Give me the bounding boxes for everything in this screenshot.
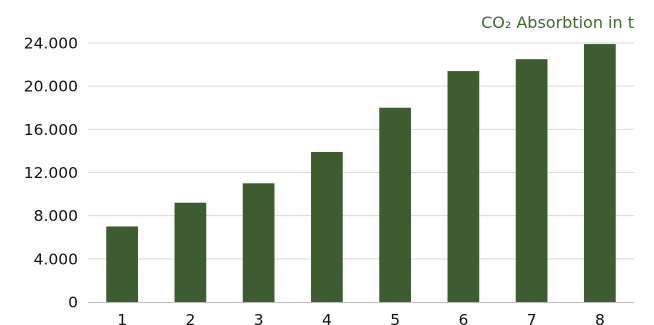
bar-3 bbox=[242, 183, 275, 302]
bar-6 bbox=[447, 71, 480, 302]
x-tick-label: 1 bbox=[117, 311, 127, 325]
bar-2 bbox=[174, 202, 207, 302]
y-tick-label: 12.000 bbox=[24, 164, 78, 182]
y-tick-label: 20.000 bbox=[24, 78, 78, 96]
x-tick-label: 5 bbox=[390, 311, 400, 325]
bar-4 bbox=[311, 151, 343, 302]
y-tick-label: 4.000 bbox=[34, 250, 78, 268]
y-tick-label: 24.000 bbox=[24, 35, 78, 53]
bars bbox=[106, 44, 616, 303]
y-tick-label: 8.000 bbox=[34, 207, 78, 225]
bar-5 bbox=[379, 107, 411, 302]
y-tick-label: 0 bbox=[68, 294, 78, 312]
y-tick-labels: 0 4.000 8.000 12.000 16.000 20.000 24.000 bbox=[24, 35, 78, 312]
x-tick-labels: 1 2 3 4 5 6 7 8 bbox=[117, 311, 605, 325]
x-tick-label: 4 bbox=[322, 311, 332, 325]
x-tick-label: 8 bbox=[595, 311, 605, 325]
x-tick-label: 7 bbox=[527, 311, 537, 325]
bar-8 bbox=[584, 44, 616, 303]
x-tick-label: 6 bbox=[458, 311, 468, 325]
chart-title: CO₂ Absorbtion in t bbox=[481, 13, 634, 32]
y-tick-label: 16.000 bbox=[24, 121, 78, 139]
bar-7 bbox=[515, 59, 548, 302]
bar-1 bbox=[106, 226, 138, 302]
x-tick-label: 3 bbox=[254, 311, 264, 325]
x-tick-label: 2 bbox=[185, 311, 195, 325]
gridlines bbox=[88, 42, 634, 260]
